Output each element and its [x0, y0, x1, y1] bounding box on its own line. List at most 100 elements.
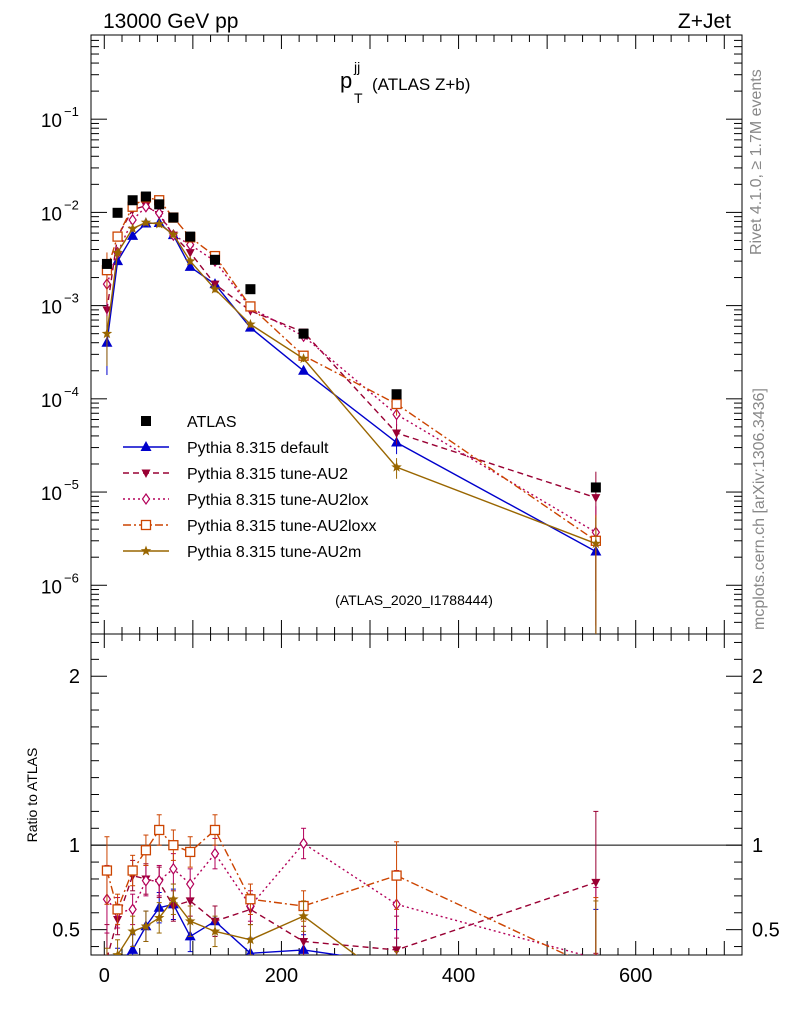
ratio-series-au2m: [104, 883, 599, 955]
ratio-point-default: [127, 943, 139, 954]
point-atlas: [245, 284, 256, 295]
ratio-point-au2loxx: [245, 894, 256, 905]
ratio-point-au2m: [209, 925, 221, 936]
series-line-au2lox: [106, 205, 597, 533]
point-atlas: [101, 258, 112, 269]
point-default: [127, 229, 139, 240]
point-au2m: [391, 461, 402, 472]
ratio-point-au2loxx: [591, 964, 600, 973]
point-au2m: [590, 538, 602, 549]
ratio-point-au2: [591, 878, 601, 888]
main-ytick-label: 10: [41, 577, 62, 598]
ratio-ytick-label-right: 1: [752, 835, 763, 857]
svg-text:p: p: [340, 68, 352, 93]
ratio-point-au2lox: [185, 877, 195, 891]
legend-label-au2lox: Pythia 8.315 tune-AU2lox: [187, 492, 368, 509]
ratio-point-au2loxx: [209, 824, 221, 836]
legend-label-au2m: Pythia 8.315 tune-AU2m: [187, 544, 361, 561]
ratio-point-au2lox: [141, 874, 151, 887]
point-default: [298, 364, 310, 375]
point-atlas: [112, 207, 123, 218]
ratio-point-au2lox: [210, 847, 220, 860]
ratio-point-default: [112, 957, 123, 967]
title-p: p: [340, 68, 352, 93]
main-series-layer: [101, 191, 602, 634]
point-atlas: [127, 195, 138, 206]
process-label: Z+Jet: [678, 10, 731, 33]
point-au2m: [209, 283, 221, 294]
mcplots-label: mcplots.cern.ch [arXiv:1306.3436]: [751, 388, 768, 630]
ratio-xtick-label: 0: [99, 965, 110, 987]
legend-marker-data: [141, 416, 151, 426]
point-au2lox: [141, 200, 151, 213]
legend-entry-au2lox: Pythia 8.315 tune-AU2lox: [123, 492, 368, 509]
ratio-point-au2loxx: [127, 865, 138, 876]
ratio-xtick-label: 400: [442, 965, 475, 987]
ratio-xtick-label: 200: [265, 965, 298, 987]
point-au2: [185, 249, 195, 258]
legend-label-au2loxx: Pythia 8.315 tune-AU2loxx: [187, 518, 376, 535]
point-au2m: [127, 223, 138, 234]
main-ytick-exp: −2: [64, 197, 79, 212]
ratio-series-au2loxx: [101, 814, 600, 973]
main-ytick-label: 10: [41, 298, 62, 319]
ratio-point-au2loxx: [391, 870, 402, 881]
main-ytick-label: 10: [41, 111, 62, 132]
main-axis-ticks: 10−610−510−410−310−210−1: [41, 34, 742, 635]
legend: ATLAS Pythia 8.315 default Pythia 8.315 tu…: [123, 414, 376, 561]
series-line-default: [106, 222, 597, 553]
point-au2: [591, 494, 601, 503]
ratio-point-au2m: [140, 920, 152, 931]
ratio-point-au2lox: [128, 903, 137, 916]
legend-label-data: ATLAS: [187, 414, 237, 431]
ratio-point-au2loxx: [101, 865, 113, 876]
series-default: [101, 216, 602, 634]
series-line-au2m: [106, 221, 597, 545]
ratio-line-au2m: [116, 898, 357, 955]
ratio-series-au2: [102, 810, 601, 955]
point-au2lox: [154, 207, 164, 220]
point-au2m: [298, 353, 309, 364]
legend-entry-au2m: Pythia 8.315 tune-AU2m: [123, 544, 361, 561]
ratio-point-default: [391, 957, 402, 967]
ratio-point-au2lox: [154, 874, 164, 887]
point-atlas: [140, 191, 151, 202]
legend-marker-default: [140, 441, 152, 451]
main-ytick-label: 10: [41, 204, 62, 225]
ratio-series-au2lox: [102, 827, 599, 955]
ratio-series-layer: [101, 810, 601, 973]
legend-marker-au2lox: [141, 492, 151, 506]
title-sub: T: [354, 90, 363, 106]
ratio-point-au2m: [127, 925, 138, 936]
point-atlas: [298, 328, 309, 339]
series-au2m: [101, 216, 602, 634]
point-atlas: [210, 254, 220, 265]
series-line-au2: [106, 204, 597, 499]
ratio-point-au2loxx: [168, 840, 179, 851]
ratio-point-au2m: [298, 910, 309, 921]
title-sup: jj: [353, 59, 360, 75]
main-ytick-exp: −6: [64, 570, 79, 585]
ratio-ytick-label: 0.5: [52, 920, 80, 942]
point-au2m: [184, 255, 196, 266]
ratio-point-au2lox: [299, 837, 308, 850]
point-au2loxx: [245, 301, 256, 312]
point-default: [112, 255, 124, 266]
ratio-point-au2loxx: [185, 846, 196, 858]
legend-marker-au2: [141, 469, 151, 478]
legend-entry-default: Pythia 8.315 default: [123, 440, 329, 457]
main-ytick-exp: −3: [64, 291, 79, 306]
ratio-plot-frame: [90, 633, 743, 956]
ratio-point-au2loxx: [154, 824, 165, 836]
point-atlas: [154, 199, 165, 210]
legend-marker-au2m: [140, 545, 152, 556]
main-ytick-exp: −1: [64, 104, 79, 119]
analysis-watermark: (ATLAS_2020_I1788444): [335, 592, 493, 608]
legend-entry-au2: Pythia 8.315 tune-AU2: [123, 466, 348, 483]
ratio-point-au2: [102, 954, 112, 955]
ratio-ytick-label-right: 2: [752, 666, 763, 688]
plot-title: p jj T (ATLAS Z+b): [340, 59, 470, 106]
ratio-axis-ticks: 0.5 0.5 1 1 2 2 0 200 400 600: [52, 634, 780, 987]
ratio-point-au2m: [153, 912, 165, 923]
